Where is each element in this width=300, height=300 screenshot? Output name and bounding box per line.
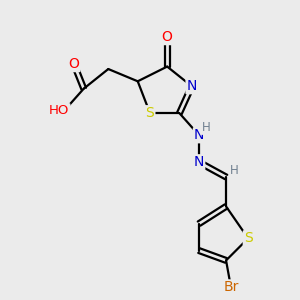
Text: S: S [146, 106, 154, 120]
Text: H: H [202, 121, 210, 134]
Text: O: O [68, 57, 80, 71]
Text: N: N [187, 79, 197, 93]
Text: N: N [194, 128, 204, 142]
Text: O: O [162, 30, 172, 44]
Text: S: S [244, 231, 253, 245]
Text: H: H [230, 164, 239, 177]
Text: N: N [194, 155, 204, 169]
Text: HO: HO [49, 104, 69, 117]
Text: Br: Br [223, 280, 239, 294]
